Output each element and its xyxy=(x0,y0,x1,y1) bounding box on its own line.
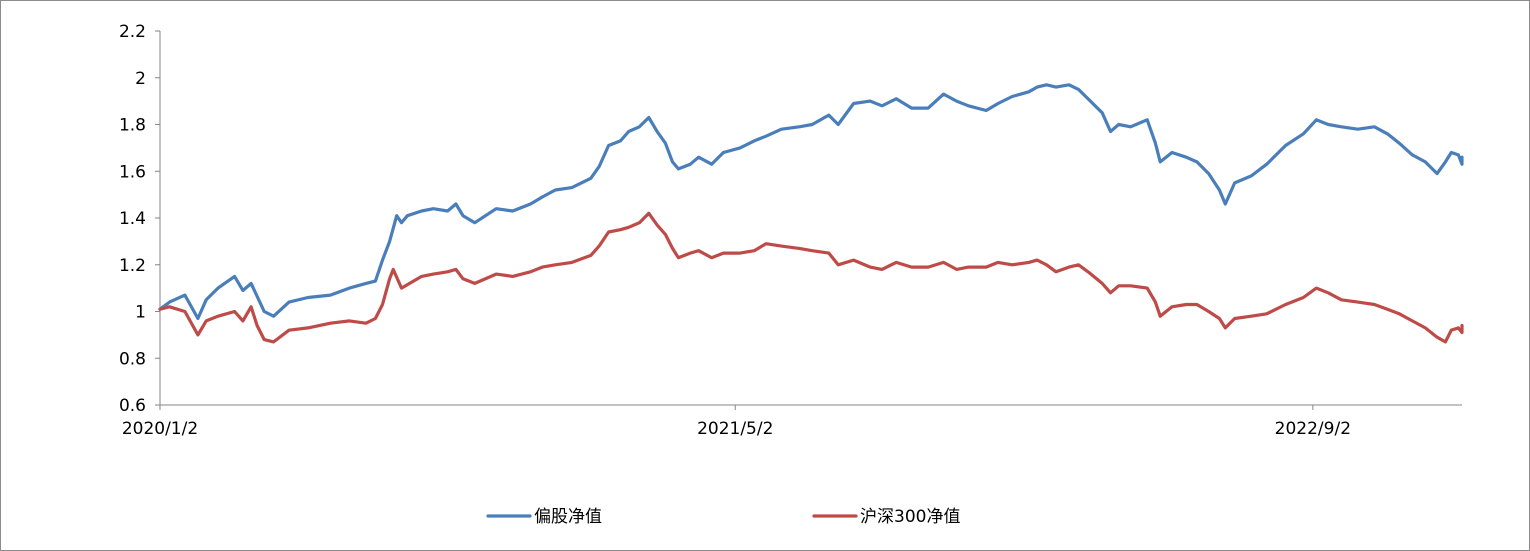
x-tick-label: 2022/9/2 xyxy=(1275,419,1351,439)
y-tick-label: 1.4 xyxy=(119,209,146,229)
legend: 偏股净值 沪深300净值 xyxy=(486,507,960,527)
series-line-1 xyxy=(158,211,1464,344)
y-tick-label: 2.2 xyxy=(119,22,146,42)
series-layer xyxy=(158,83,1464,344)
y-tick-label: 1.6 xyxy=(119,162,146,182)
y-tick-label: 2 xyxy=(135,69,146,89)
x-tick-label: 2020/1/2 xyxy=(122,419,198,439)
y-tick-label: 1 xyxy=(135,303,146,323)
axes: 0.6 0.8 1 1.2 1.4 1.6 1.8 2 2.2 2020/1/2 2021/5/2 2… xyxy=(119,22,1462,439)
y-tick-label: 1.2 xyxy=(119,256,146,276)
x-tick-label: 2021/5/2 xyxy=(697,419,773,439)
y-tick-label: 0.8 xyxy=(119,349,146,369)
y-tick-label: 0.6 xyxy=(119,396,146,416)
legend-label-1: 沪深300净值 xyxy=(860,507,960,527)
legend-label-0: 偏股净值 xyxy=(534,507,602,527)
y-tick-label: 1.8 xyxy=(119,116,146,136)
series-line-0 xyxy=(158,83,1464,321)
